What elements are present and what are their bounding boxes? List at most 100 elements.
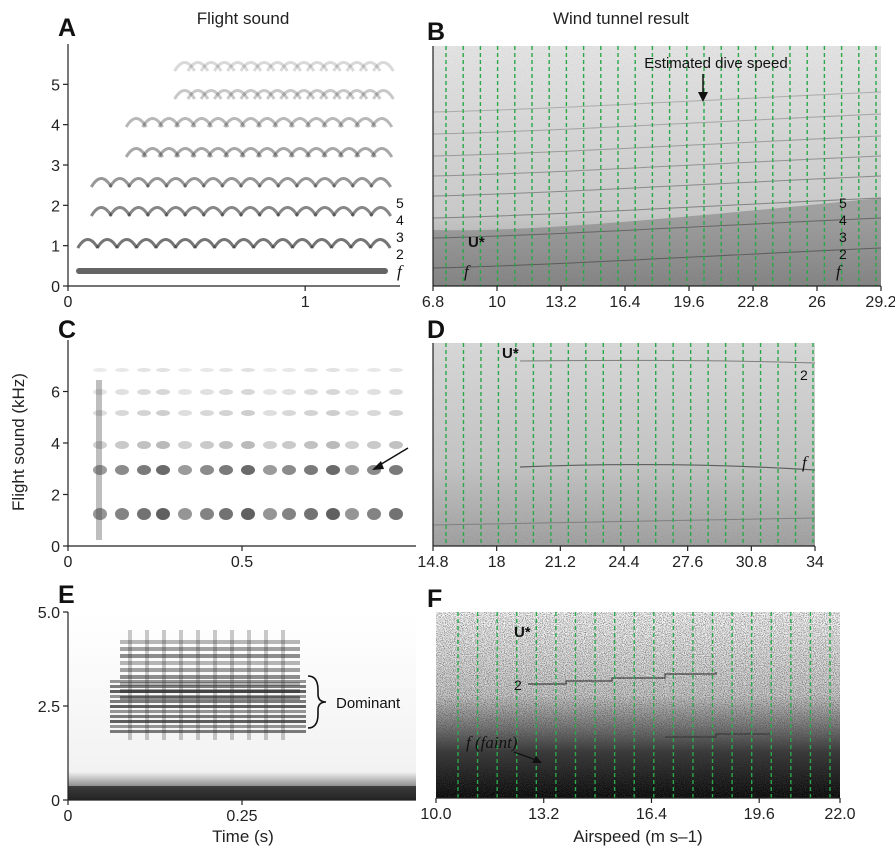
harmonic-label-f: f (397, 262, 404, 281)
harmonic-arc (108, 206, 132, 217)
spectrogram-blob (93, 389, 107, 395)
spectrogram-blob (219, 441, 233, 449)
spectrogram-blob (263, 410, 277, 416)
y-tick-label: 5.0 (38, 605, 60, 622)
x-tick-label: 13.2 (528, 806, 559, 823)
harmonic-arc (124, 147, 148, 158)
panel-f-x-ticks: 10.0 13.2 16.4 19.6 22.0 (420, 798, 856, 823)
harmonic-arc (266, 89, 289, 100)
harmonic-arc (332, 61, 355, 72)
harmonic-arc (141, 117, 164, 128)
spectrogram-blob (156, 410, 170, 416)
second-harmonic-line (519, 359, 816, 364)
harmonic-arc (239, 177, 262, 188)
spectrogram-blob (219, 465, 233, 475)
x-tick-label: 6.8 (422, 294, 444, 311)
panel-f-arrow (513, 751, 542, 763)
x-tick-label: 13.2 (545, 294, 576, 311)
harmonic-arc (226, 61, 249, 72)
spectrogram-blob (200, 368, 214, 372)
harmonic-line (432, 175, 882, 197)
spectrogram-blob (241, 410, 255, 416)
y-tick-label: 1 (51, 239, 60, 256)
harmonic-arc (292, 89, 316, 100)
spectrogram-column (162, 630, 166, 740)
harmonic-arc (292, 61, 316, 72)
panel-e-y-ticks: 0 2.5 5.0 (38, 605, 68, 810)
panel-c-y-ticks: 0 2 4 6 (51, 385, 68, 556)
spectrogram-band (110, 715, 306, 718)
spectrogram-band (120, 675, 300, 679)
harmonic-arc (279, 89, 302, 100)
spectrogram-band (110, 690, 306, 693)
harmonic-arc (115, 238, 139, 249)
harmonic-arc (276, 177, 299, 188)
harmonic-arc (201, 206, 225, 217)
spectrogram-blob (115, 410, 129, 416)
low-frequency-band (68, 786, 416, 800)
x-tick-label: 1 (301, 294, 310, 311)
spectrogram-band (110, 700, 306, 703)
panel-b-f-left: f (464, 262, 471, 281)
spectrogram-band (120, 647, 300, 651)
spectrogram-blob (200, 465, 214, 475)
x-tick-label: 34 (806, 554, 824, 571)
panel-d-x-ticks: 14.8 18 21.2 24.4 27.6 30.8 34 (417, 546, 824, 571)
harmonic-arc (108, 177, 132, 188)
x-tick-label: 21.2 (545, 554, 576, 571)
y-tick-label: 2 (51, 198, 60, 215)
harmonic-arc (186, 61, 210, 72)
x-tick-label: 29.2 (865, 294, 895, 311)
harmonic-arc (201, 177, 225, 188)
harmonic-arc (190, 117, 213, 128)
harmonic-arc (337, 147, 361, 158)
harmonic-line (432, 113, 882, 135)
harmonic-arc (239, 61, 263, 72)
spectrogram-blob (304, 465, 318, 475)
harmonic-arc (157, 147, 181, 158)
x-tick-label: 10.0 (420, 806, 451, 823)
harmonic-arc (294, 177, 318, 188)
harmonic-arc (271, 238, 295, 249)
panel-b-harm-3: 3 (839, 229, 847, 245)
spectrogram-blob (282, 410, 296, 416)
harmonic-arc (145, 206, 169, 217)
harmonic-arc (90, 206, 113, 217)
spectrogram-band (120, 682, 300, 686)
spectrogram-blob (93, 441, 107, 449)
panel-e-spectrogram (68, 630, 416, 800)
spectrogram-blob (304, 368, 318, 372)
harmonic-arc (145, 177, 169, 188)
harmonic-arc (370, 147, 394, 158)
spectrogram-blob (178, 389, 192, 395)
y-tick-label: 2.5 (38, 699, 60, 716)
x-tick-label: 0 (64, 554, 73, 571)
spectrogram-blob (178, 368, 192, 372)
harmonic-arc (276, 206, 299, 217)
spectrogram-blob (326, 368, 340, 372)
spectrogram-band (110, 685, 306, 688)
panel-d-noise (433, 343, 815, 546)
harmonic-arc (257, 206, 281, 217)
spectrogram-blob (326, 508, 340, 520)
panel-c-arrow (372, 447, 409, 470)
spectrogram-blob (263, 389, 277, 395)
panel-f-u-star: U* (514, 624, 531, 641)
spectrogram-blob (345, 508, 359, 520)
dominant-label: Dominant (336, 695, 401, 712)
spectrogram-blob (93, 465, 107, 475)
harmonic-arc (350, 177, 374, 188)
panel-e-x-ticks: 0 0.25 (64, 800, 258, 825)
harmonic-arc (173, 238, 197, 249)
harmonic-arc (288, 117, 312, 128)
harmonic-arc (257, 177, 281, 188)
harmonic-arc (369, 206, 392, 217)
harmonic-arc (124, 117, 148, 128)
spectrogram-blob (241, 465, 255, 475)
spectrogram-blob (93, 368, 107, 372)
x-tick-label: 26 (808, 294, 826, 311)
panel-b-harm-2: 2 (839, 246, 847, 262)
